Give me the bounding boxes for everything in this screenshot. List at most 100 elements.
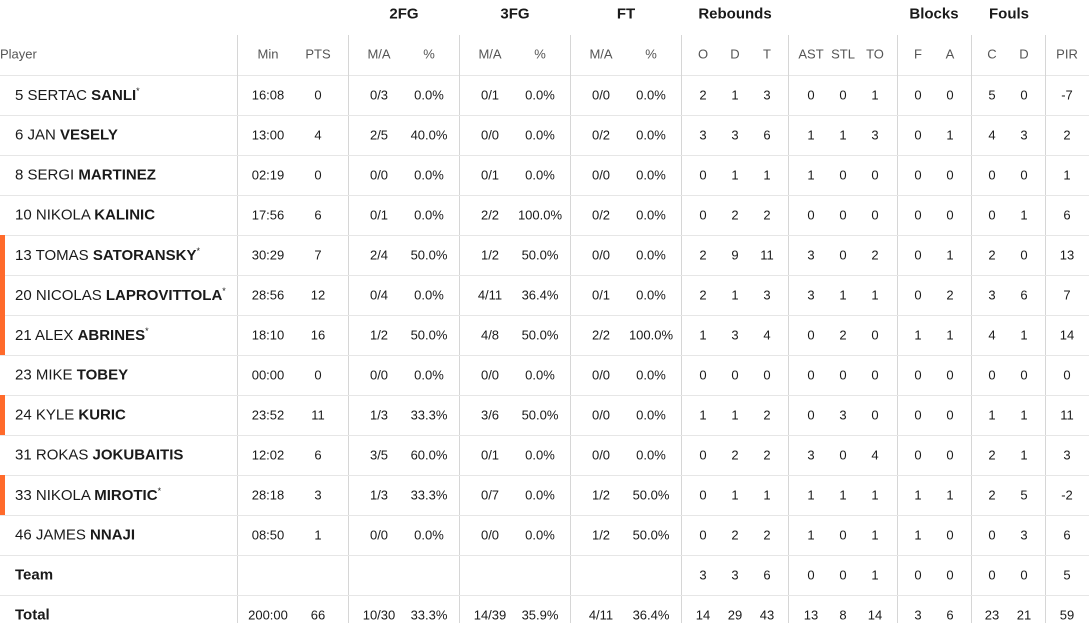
stat-cell: 28:56	[251, 287, 285, 303]
stat-cell: 0	[914, 127, 922, 143]
stat-cell: 14	[867, 607, 883, 623]
stat-cell: 13:00	[251, 127, 285, 143]
stat-cell: 1	[946, 247, 954, 263]
player-name: 13 TOMAS SATORANSKY*	[15, 246, 200, 264]
stat-cell: 6	[314, 447, 322, 463]
stat-cell: 6	[1020, 287, 1028, 303]
stat-cell: 17:56	[251, 207, 285, 223]
player-name: 6 JAN VESELY	[15, 127, 118, 144]
stat-cell: 14/39	[473, 607, 507, 623]
stat-cell: 0	[914, 167, 922, 183]
stat-cell: 11	[1060, 407, 1074, 423]
row-divider	[0, 235, 1089, 236]
stat-cell: 0.0%	[525, 367, 555, 383]
stat-cell: 2	[699, 287, 707, 303]
stat-cell: 60.0%	[410, 447, 448, 463]
stat-cell: 0	[946, 527, 954, 543]
player-number: 23	[15, 366, 32, 384]
stat-cell: 13	[1059, 247, 1075, 263]
stat-cell: 1	[914, 527, 922, 543]
row-divider	[0, 595, 1089, 596]
stat-cell: 0/1	[591, 287, 611, 303]
stat-cell: 1	[839, 127, 847, 143]
stat-cell: 1	[807, 527, 815, 543]
column-header: %	[423, 46, 435, 62]
stat-cell: 36.4%	[632, 607, 670, 623]
stat-cell: 4	[871, 447, 879, 463]
stat-cell: 6	[763, 127, 771, 143]
stat-cell: 1	[699, 407, 707, 423]
stat-cell: 2	[988, 447, 996, 463]
row-divider	[0, 555, 1089, 556]
row-divider	[0, 315, 1089, 316]
stat-cell: 1	[1020, 447, 1028, 463]
row-highlight	[0, 395, 5, 435]
stat-cell: 1	[1020, 207, 1028, 223]
stat-cell: 1/2	[591, 527, 611, 543]
stat-cell: 0/0	[591, 247, 611, 263]
player-last-name: SANLI	[91, 87, 137, 104]
column-header: D	[1019, 46, 1029, 62]
stat-cell: 0/1	[480, 87, 500, 103]
stat-cell: 4	[988, 327, 996, 343]
row-divider	[0, 395, 1089, 396]
player-first-name: JAN	[27, 126, 56, 144]
stat-cell: 2	[763, 407, 771, 423]
stat-cell: 1	[946, 487, 954, 503]
stat-cell: 0.0%	[525, 87, 555, 103]
stat-cell: 13	[803, 607, 819, 623]
player-first-name: MIKE	[35, 366, 73, 384]
stat-cell: 2	[839, 327, 847, 343]
stat-cell: 1	[731, 487, 739, 503]
stat-cell: 6	[763, 567, 771, 583]
stat-cell: 0	[839, 87, 847, 103]
starter-mark: *	[222, 286, 226, 296]
stat-cell: 0	[699, 367, 707, 383]
stat-cell: 0	[839, 247, 847, 263]
stat-cell: 10/30	[362, 607, 396, 623]
stat-cell: 1	[914, 487, 922, 503]
stat-cell: 3	[314, 487, 322, 503]
row-label: Total	[15, 606, 50, 623]
column-header: M/A	[589, 46, 613, 62]
stat-cell: 3	[988, 287, 996, 303]
row-highlight	[0, 235, 5, 275]
stat-cell: 0/7	[480, 487, 500, 503]
stat-cell: 0	[946, 207, 954, 223]
stat-cell: 0.0%	[414, 367, 444, 383]
column-header: PTS	[305, 46, 331, 62]
player-name: 10 NIKOLA KALINIC	[15, 207, 155, 224]
stat-cell: 0	[699, 207, 707, 223]
stat-cell: 0/0	[591, 87, 611, 103]
player-number: 33	[15, 487, 32, 504]
column-header: %	[645, 46, 657, 62]
stat-cell: 2/5	[369, 127, 389, 143]
row-highlight	[0, 475, 5, 515]
column-divider	[897, 35, 898, 623]
stat-cell: 1	[763, 487, 771, 503]
column-header: O	[697, 46, 709, 62]
player-last-name: ABRINES	[77, 327, 146, 344]
stat-cell: 3	[807, 247, 815, 263]
player-last-name: KURIC	[78, 406, 126, 424]
stat-cell: 0	[314, 367, 322, 383]
stat-cell: 6	[946, 607, 954, 623]
player-last-name: KALINIC	[94, 206, 156, 224]
stat-cell: 0.0%	[636, 87, 666, 103]
stat-cell: 4	[314, 127, 322, 143]
stat-cell: 0	[807, 367, 815, 383]
stat-cell: 0	[871, 327, 879, 343]
column-header: C	[987, 46, 997, 62]
player-number: 8	[15, 166, 24, 184]
stat-cell: 23	[984, 607, 1000, 623]
row-divider	[0, 155, 1089, 156]
player-number: 24	[15, 406, 32, 424]
stat-cell: 0/0	[369, 527, 389, 543]
stat-cell: 1	[871, 487, 879, 503]
group-header: Rebounds	[698, 5, 772, 23]
stat-cell: 0	[699, 447, 707, 463]
stat-cell: 3	[699, 127, 707, 143]
stat-cell: 1	[731, 167, 739, 183]
player-number: 6	[15, 126, 24, 144]
player-last-name: MARTINEZ	[78, 166, 156, 184]
